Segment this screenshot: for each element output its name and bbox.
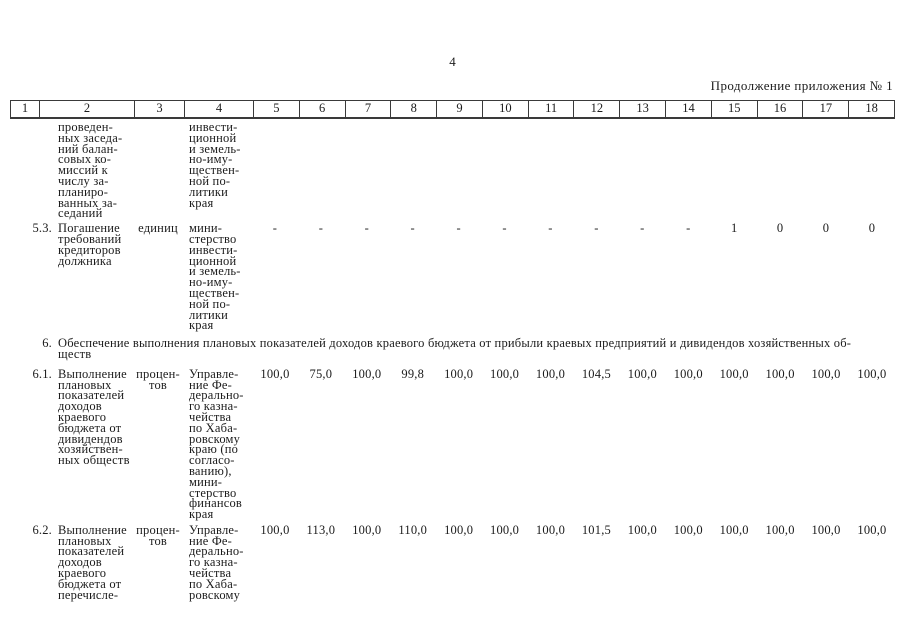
value-cell: 100,0 (719, 366, 749, 381)
value-cell: 0 (822, 221, 830, 236)
value-cell: 100,0 (673, 522, 703, 537)
value-cell: - (272, 221, 278, 236)
table-row-continuation: проведен- ных заседа- ний балан- совых к… (10, 120, 895, 221)
executor-cell: мини- стерство инвести- ционной и земель… (189, 221, 241, 333)
unit-cell: единиц (138, 221, 178, 236)
value-cell: 110,0 (398, 522, 428, 537)
value-cell: - (594, 221, 599, 236)
value-cell: - (364, 221, 369, 236)
column-header-cell: 10 (481, 101, 528, 117)
indicator-name-cell: Выполнение плановых показателей доходов … (58, 366, 130, 468)
value-cell: 100,0 (535, 522, 566, 537)
indicator-name-cell: проведен- ных заседа- ний балан- совых к… (58, 120, 123, 221)
value-cell: 75,0 (309, 366, 333, 381)
column-header-cell: 3 (134, 101, 184, 117)
value-cell: 100,0 (444, 366, 474, 381)
executor-cell: инвести- ционной и земель- но-иму- ществ… (189, 120, 241, 210)
value-cell: 100,0 (352, 366, 382, 381)
column-header-cell: 18 (848, 101, 894, 117)
value-cell: - (686, 221, 691, 236)
value-cell: - (502, 221, 507, 236)
column-header-cell: 2 (39, 101, 134, 117)
table-row-5-3: 5.3. Погашение требований кредиторов дол… (10, 221, 895, 333)
table-row-6-1: 6.1. Выполнение плановых показателей дох… (10, 366, 895, 522)
appendix-continuation-caption: Продолжение приложения № 1 (710, 78, 893, 93)
value-cell: - (318, 221, 324, 236)
value-cell: - (410, 221, 415, 236)
value-cell: 0 (776, 221, 784, 236)
column-header-cell: 12 (573, 101, 619, 117)
value-cell: 0 (868, 221, 876, 236)
value-cell: 100,0 (490, 366, 520, 381)
value-cell: 100,0 (627, 522, 657, 537)
indicator-name-cell: Выполнение плановых показателей доходов … (58, 522, 127, 602)
column-header-cell: 8 (390, 101, 436, 117)
section-row-6: 6. Обеспечение выполнения плановых показ… (10, 336, 895, 361)
value-cell: 100,0 (352, 522, 382, 537)
executor-cell: Управле- ние Фе- дерально- го казна- чей… (189, 366, 244, 522)
value-cell: 100,0 (673, 366, 703, 381)
value-cell: 100,0 (765, 522, 795, 537)
value-cell: 100,0 (260, 522, 290, 537)
column-header-cell: 13 (619, 101, 665, 117)
value-cell: 113,0 (306, 522, 336, 537)
value-cell: 100,0 (811, 366, 841, 381)
value-cell: - (548, 221, 553, 236)
column-header-cell: 17 (802, 101, 848, 117)
column-header-cell: 6 (298, 101, 345, 117)
value-cell: 100,0 (444, 522, 474, 537)
appendix-table-body: проведен- ных заседа- ний балан- совых к… (10, 119, 895, 602)
value-cell: 100,0 (535, 366, 566, 381)
row-number: 6.2. (32, 522, 52, 537)
value-cell: 100,0 (490, 522, 520, 537)
executor-cell: Управле- ние Фе- дерально- го казна- чей… (189, 522, 244, 602)
column-header-cell: 5 (253, 101, 299, 117)
column-header-cell: 7 (344, 101, 391, 117)
unit-cell: процен- тов (136, 522, 180, 548)
table-row-6-2: 6.2. Выполнение плановых показателей дох… (10, 522, 895, 602)
value-cell: 100,0 (857, 366, 887, 381)
column-header-cell: 16 (756, 101, 803, 117)
unit-cell: процен- тов (136, 366, 180, 392)
value-cell: 100,0 (765, 366, 795, 381)
value-cell: 100,0 (857, 522, 887, 537)
row-number: 6.1. (32, 366, 52, 381)
column-header-cell: 4 (184, 101, 253, 117)
column-header-cell: 11 (527, 101, 574, 117)
column-number-header-row: 1 2 3 4 5 6 7 8 9 10 11 12 13 14 15 16 1… (10, 100, 895, 119)
value-cell: 100,0 (811, 522, 841, 537)
column-header-cell: 14 (665, 101, 711, 117)
value-cell: - (640, 221, 645, 236)
value-cell: 100,0 (627, 366, 657, 381)
value-cell: 104,5 (581, 366, 611, 381)
column-header-cell: 15 (710, 101, 757, 117)
row-number (10, 122, 58, 219)
value-cell: 100,0 (260, 366, 290, 381)
column-header-cell: 1 (21, 101, 29, 115)
indicator-name-cell: Погашение требований кредиторов должника (58, 221, 122, 268)
value-cell: 100,0 (719, 522, 749, 537)
row-number: 5.3. (32, 221, 52, 236)
value-cell: 99,8 (401, 366, 425, 381)
value-cell: - (456, 221, 461, 236)
value-cell: 1 (730, 221, 738, 236)
column-header-cell: 9 (436, 101, 482, 117)
section-title: Обеспечение выполнения плановых показате… (58, 336, 852, 361)
unit-cell (133, 122, 183, 219)
value-cell: 101,5 (581, 522, 611, 537)
section-number: 6. (42, 336, 52, 351)
page-number: 4 (449, 54, 456, 69)
